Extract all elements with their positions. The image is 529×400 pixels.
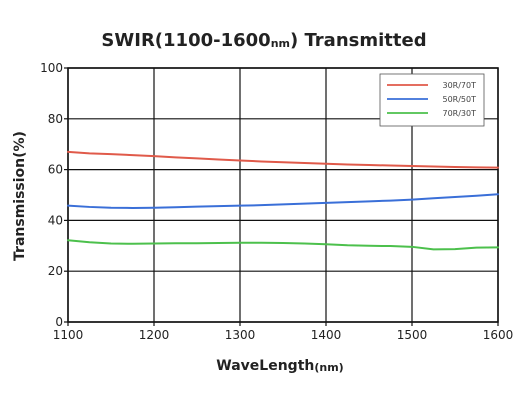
x-tick-label: 1400 <box>311 328 342 342</box>
series-layer <box>67 150 499 251</box>
series-line-30r-70t <box>67 150 499 169</box>
chart-title-main: SWIR(1100-1600 <box>101 30 270 51</box>
y-tick-label: 80 <box>48 112 63 126</box>
x-tick-label: 1300 <box>225 328 256 342</box>
chart-title: SWIR(1100-1600nm) Transmitted <box>101 30 426 51</box>
x-tick-label: 1500 <box>397 328 428 342</box>
legend: 30R/70T 50R/50T 70R/30T <box>379 73 485 127</box>
chart-title-unit: nm <box>271 37 290 50</box>
legend-label: 50R/50T <box>443 95 477 104</box>
y-tick-label: 0 <box>55 315 63 329</box>
series-line-50r-50t <box>67 193 499 209</box>
x-axis-label-main: WaveLength <box>216 358 314 374</box>
legend-box <box>379 73 485 127</box>
y-axis-label: Transmission(%) <box>12 131 28 261</box>
x-axis-label: WaveLength(nm) <box>216 358 343 374</box>
y-tick-label: 60 <box>48 163 63 177</box>
y-tick-label: 40 <box>48 213 63 227</box>
legend-label: 30R/70T <box>443 81 477 90</box>
ticks-layer: 1100 1200 1300 1400 1500 1600 0 20 40 60 80 100 <box>40 61 513 342</box>
legend-label: 70R/30T <box>443 109 477 118</box>
y-tick-label: 100 <box>40 61 63 75</box>
x-tick-label: 1100 <box>53 328 84 342</box>
x-tick-label: 1200 <box>139 328 170 342</box>
series-line-70r-30t <box>67 239 499 251</box>
y-tick-label: 20 <box>48 264 63 278</box>
x-axis-label-unit: (nm) <box>314 361 343 374</box>
x-tick-label: 1600 <box>483 328 514 342</box>
chart-title-tail: ) Transmitted <box>290 30 427 51</box>
